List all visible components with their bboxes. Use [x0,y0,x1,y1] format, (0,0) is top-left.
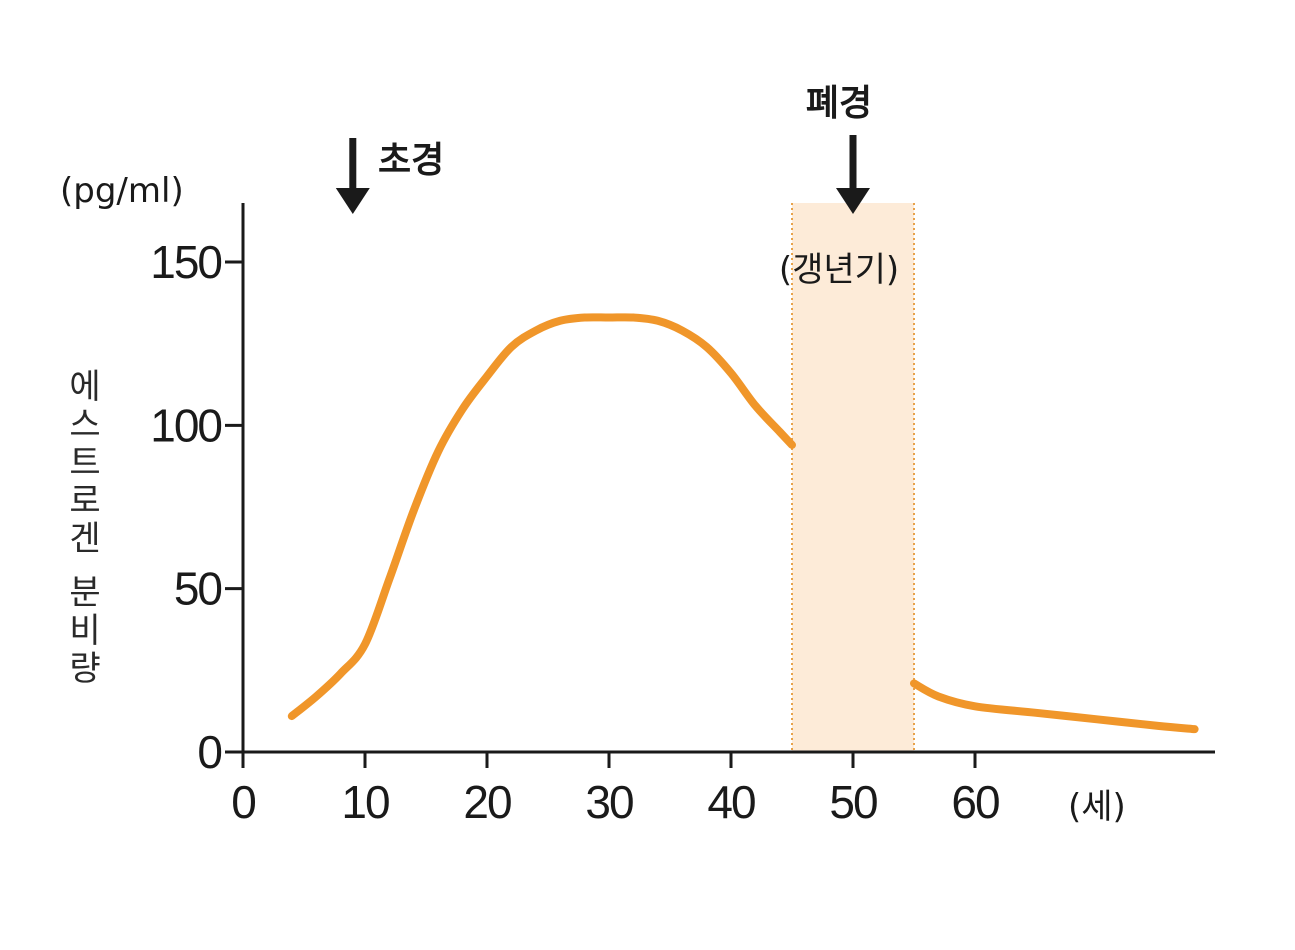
x-tick-label-10: 10 [341,776,389,828]
x-tick-label-60: 60 [951,776,999,828]
x-tick-label-40: 40 [707,776,755,828]
y-axis-title-char-0: 에 [69,367,100,407]
annotation-arrows [335,135,870,214]
y-axis-title-char-6: 분 [69,573,100,613]
x-tick-label-30: 30 [585,776,633,828]
menopause-arrow-head [836,188,870,214]
menopause-band-layer [791,203,915,752]
y-axis-title-char-7: 비 [69,611,100,651]
menopause-label: 폐경 [806,83,872,124]
y-axis-title-char-1: 스 [69,405,100,445]
labels-layer: (pg/ml) (세) (갱년기) 초경 폐경 [60,83,1126,827]
y-axis-title-char-3: 로 [69,481,100,521]
menopause-band-label: (갱년기) [779,250,899,290]
y-axis-title-char-8: 량 [69,649,100,689]
y-unit-label: (pg/ml) [60,171,184,211]
y-tick-label-50: 50 [174,563,222,615]
y-tick-label-0: 0 [197,726,221,778]
series-layer [287,313,1199,734]
y-tick-label-150: 150 [150,236,221,288]
series-line-segment-0 [287,313,796,721]
axes: 0 50 100 150 0 10 20 30 40 50 60 [150,203,1215,828]
menarche-arrow-head [335,188,370,214]
x-tick-label-0: 0 [231,776,255,828]
menarche-label: 초경 [378,140,444,181]
x-tick-label-20: 20 [463,776,511,828]
menopause-band [792,203,914,752]
y-axis-title-char-4: 겐 [69,519,100,559]
x-tick-label-50: 50 [829,776,877,828]
y-axis-title-char-2: 트 [69,443,100,483]
y-tick-label-100: 100 [150,399,221,451]
series-line-segment-1 [910,679,1199,734]
x-unit-label: (세) [1068,787,1126,827]
